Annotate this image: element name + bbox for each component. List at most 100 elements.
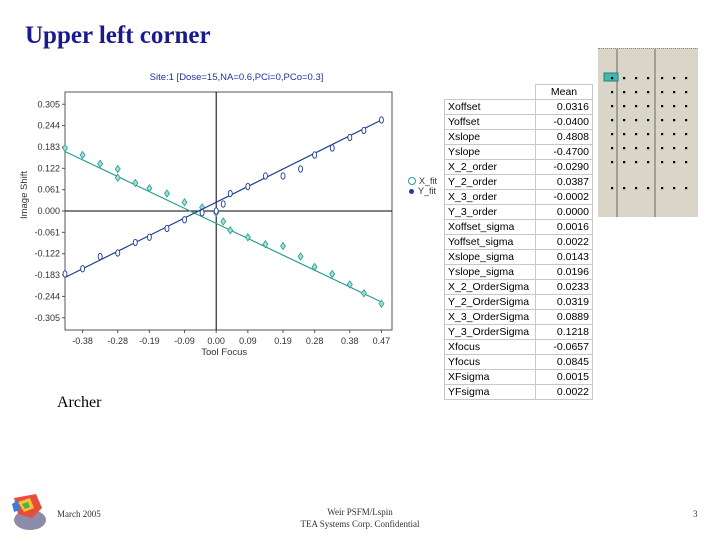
site-grid-dot [635, 133, 638, 136]
site-grid-dot [623, 161, 626, 164]
site-grid-dot [611, 187, 614, 190]
site-grid-dot [661, 105, 664, 108]
mean-table-row: Yslope_sigma 0.0196 [444, 264, 593, 280]
mean-table-row: Xslope 0.4808 [444, 129, 593, 145]
site-grid-dot [673, 77, 676, 80]
mean-value: -0.0290 [535, 159, 593, 175]
data-point-y [164, 224, 170, 233]
mean-label: Xfocus [444, 339, 536, 355]
mean-label: Xoffset_sigma [444, 219, 536, 235]
data-point-x [114, 164, 121, 174]
y-tick-label: -0.122 [34, 249, 60, 259]
mean-value: 0.0196 [535, 264, 593, 280]
mean-table-body: Xoffset 0.0316 Yoffset -0.0400 Xslope 0.4808 Y… [444, 99, 593, 400]
site-grid-dot [673, 187, 676, 190]
y-tick-label: 0.183 [37, 142, 60, 152]
mean-value: 0.0000 [535, 204, 593, 220]
mean-table-row: Xfocus -0.0657 [444, 339, 593, 355]
site-grid-dot [623, 119, 626, 122]
mean-table-row: XFsigma 0.0015 [444, 369, 593, 385]
mean-label: Yfocus [444, 354, 536, 370]
footer-date: March 2005 [57, 509, 101, 519]
data-point-y [132, 238, 138, 247]
site-grid-dot [661, 133, 664, 136]
mean-value: 0.1218 [535, 324, 593, 340]
mean-label: Y_2_order [444, 174, 536, 190]
fit-line-x [64, 150, 382, 303]
data-point-y [146, 233, 152, 241]
data-point-x [79, 150, 86, 160]
site-grid-dot [685, 119, 688, 122]
mean-table-row: Y_2_OrderSigma 0.0319 [444, 294, 593, 310]
site-grid-dot [673, 119, 676, 122]
site-grid-dot [611, 105, 614, 108]
mean-value: -0.0400 [535, 114, 593, 130]
site-grid-dot [635, 105, 638, 108]
data-point-x [360, 289, 367, 298]
legend-marker-y-fit [409, 188, 414, 194]
data-point-y [280, 172, 286, 180]
site-grid-dot [685, 187, 688, 190]
mean-table-header: Mean [535, 84, 593, 100]
mean-table-corner [445, 85, 536, 100]
mean-table-row: Yslope -0.4700 [444, 144, 593, 160]
data-point-x [227, 226, 234, 235]
site-grid-dot [635, 77, 638, 80]
site-grid-dot [661, 147, 664, 150]
x-tick-label: 0.09 [239, 336, 257, 346]
mean-table-row: Yoffset_sigma 0.0022 [444, 234, 593, 250]
chart-title: Site:1 [Dose=15,NA=0.6,PCi=0,PCo=0.3] [150, 72, 324, 83]
data-point-y [245, 182, 251, 191]
mean-label: YFsigma [444, 384, 536, 400]
y-tick-label: 0.122 [37, 163, 60, 173]
mean-value: -0.0657 [535, 339, 593, 355]
y-tick-label: -0.061 [34, 227, 60, 237]
site-grid-dot [647, 133, 650, 136]
company-logo [12, 494, 46, 530]
x-tick-label: 0.19 [274, 336, 292, 346]
data-point-x [163, 189, 170, 198]
y-tick-label: 0.000 [37, 206, 60, 216]
page-number: 3 [693, 509, 698, 519]
site-grid-dot [685, 147, 688, 150]
site-grid-dot [623, 91, 626, 94]
data-point-y [220, 200, 226, 208]
caption-archer: Archer [57, 394, 102, 411]
site-grid-dot [623, 77, 626, 80]
site-grid-dot [623, 105, 626, 108]
site-grid-dot [647, 187, 650, 190]
data-point-y [379, 116, 384, 124]
site-grid-dot [647, 119, 650, 122]
data-point-y [329, 144, 335, 152]
data-point-y [227, 189, 233, 198]
mean-label: XFsigma [444, 369, 536, 385]
mean-label: X_2_order [444, 159, 536, 175]
site-grid-dot [661, 161, 664, 164]
footer-center-line1: Weir PSFM/Lspin [327, 507, 393, 517]
mean-label: Yoffset [444, 114, 536, 130]
data-point-x [311, 262, 318, 272]
site-grid-svg [603, 49, 688, 217]
mean-label: Y_3_order [444, 204, 536, 220]
y-tick-label: -0.305 [34, 313, 60, 323]
mean-table-row: Yfocus 0.0845 [444, 354, 593, 370]
data-point-x [262, 240, 269, 249]
data-point-y [115, 249, 121, 257]
mean-value: 0.0022 [535, 234, 593, 250]
y-tick-label: 0.305 [37, 99, 60, 109]
data-point-y [262, 172, 268, 180]
mean-value: 0.0015 [535, 369, 593, 385]
site-grid-dot [623, 187, 626, 190]
site-grid-dot [647, 147, 650, 150]
x-tick-label: 0.28 [306, 336, 324, 346]
site-grid-dot [635, 119, 638, 122]
data-point-y [213, 207, 219, 215]
site-grid-dot [661, 91, 664, 94]
footer-center-line2: TEA Systems Corp. Confidential [300, 519, 420, 529]
mean-value: 0.0845 [535, 354, 593, 370]
mean-label: Xslope [444, 129, 536, 145]
x-axis-label: Tool Focus [201, 347, 247, 358]
site-grid-dot [673, 133, 676, 136]
data-point-y [97, 252, 103, 261]
